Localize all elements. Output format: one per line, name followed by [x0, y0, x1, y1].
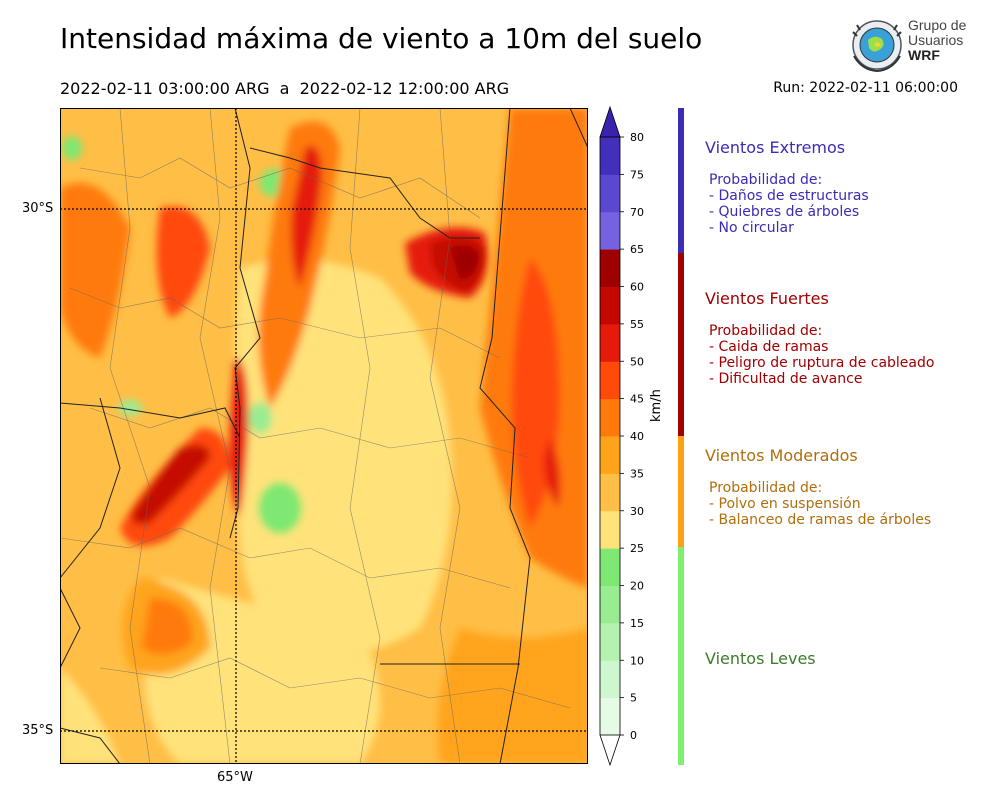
legend-description-line: - Dificultad de avance [709, 371, 863, 387]
legend-category-description: Probabilidad de: - Polvo en suspensión - B… [709, 480, 931, 528]
lat-label-30s: 30°S [22, 201, 54, 216]
colorbar-unit-label: km/h [649, 389, 664, 422]
colorbar-extend-top [599, 105, 621, 138]
globe-icon [852, 20, 902, 73]
colorbar-tick-label: 65 [630, 243, 644, 256]
department-boundaries [60, 108, 571, 764]
page-title: Intensidad máxima de viento a 10m del su… [60, 22, 703, 55]
colorbar-segment [600, 137, 620, 175]
legend-category-description: Probabilidad de: - Caida de ramas - Peligr… [709, 323, 934, 387]
colorbar-segment [600, 398, 620, 437]
colorbar-segment [600, 697, 620, 736]
lat-label-35s: 35°S [22, 723, 54, 738]
legend-description-line: - No circular [709, 220, 794, 236]
colorbar-tick-label: 20 [630, 580, 644, 593]
colorbar-tick-label: 25 [630, 542, 644, 555]
wind-field-contours [60, 108, 588, 764]
forecast-period: 2022-02-11 03:00:00 ARG a 2022-02-12 12:… [60, 79, 510, 98]
colorbar-segment [600, 548, 620, 586]
legend-description-line: - Quiebres de árboles [709, 204, 860, 220]
grupo-usuarios-wrf-logo: Grupo de Usuarios WRF [848, 16, 973, 74]
legend-category-bar [678, 547, 684, 765]
legend-category-bar [678, 108, 684, 253]
colorbar-tick-label: 15 [630, 617, 644, 630]
colorbar-segment [600, 660, 620, 699]
colorbar-segment [600, 211, 620, 250]
legend-category-bar [678, 436, 684, 547]
colorbar-tick-label: 30 [630, 505, 644, 518]
legend-description-line: - Daños de estructuras [709, 188, 869, 204]
colorbar-segment [600, 622, 620, 661]
legend-description-line: Probabilidad de: [709, 323, 823, 339]
colorbar-segment [600, 361, 620, 400]
colorbar-tick-label: 0 [630, 729, 637, 742]
logo-text: Grupo de Usuarios WRF [908, 17, 967, 63]
colorbar-tick-label: 55 [630, 318, 644, 331]
legend-description-line: Probabilidad de: [709, 480, 823, 496]
colorbar-tick-label: 75 [630, 168, 644, 181]
colorbar-segment [600, 585, 620, 624]
colorbar-tick-label: 50 [630, 355, 644, 368]
colorbar-tick-label: 80 [630, 131, 644, 144]
legend-category-title: Vientos Fuertes [705, 289, 829, 308]
colorbar-segment [600, 286, 620, 325]
colorbar-tick-label: 35 [630, 467, 644, 480]
colorbar-segment [600, 473, 620, 512]
colorbar-segment [600, 510, 620, 549]
colorbar-tick-label: 60 [630, 281, 644, 294]
colorbar-tick-label: 10 [630, 654, 644, 667]
graticule [60, 108, 588, 764]
legend-category-bar [678, 253, 684, 436]
legend-description-line: - Polvo en suspensión [709, 496, 861, 512]
colorbar-tick-label: 45 [630, 393, 644, 406]
run-timestamp: Run: 2022-02-11 06:00:00 [773, 80, 958, 96]
colorbar-segment [600, 436, 620, 474]
map-frame [60, 108, 588, 764]
legend-description-line: - Peligro de ruptura de cableado [709, 355, 935, 371]
legend-category-description: Probabilidad de: - Daños de estructuras - … [709, 172, 869, 236]
colorbar-segment [600, 249, 620, 287]
colorbar-extend-bottom [599, 734, 621, 767]
lon-label-65w: 65°W [217, 770, 253, 785]
colorbar-tick-label: 70 [630, 206, 644, 219]
colorbar: 0 5 10 15 20 25 30 35 40 45 50 55 60 65 70 75 80 [599, 105, 644, 767]
legend-description-line: Probabilidad de: [709, 172, 823, 188]
legend-description-line: - Caida de ramas [709, 339, 829, 355]
legend-category-title: Vientos Extremos [705, 138, 846, 157]
legend-description-line: - Balanceo de ramas de árboles [709, 512, 932, 528]
colorbar-segment [600, 174, 620, 213]
wind-intensity-map [60, 108, 588, 764]
colorbar-tick-label: 5 [630, 692, 637, 705]
colorbar-tick-label: 40 [630, 430, 644, 443]
legend-category-title: Vientos Leves [705, 649, 816, 668]
province-boundaries [60, 108, 588, 764]
legend-category-title: Vientos Moderados [705, 446, 858, 465]
colorbar-segment [600, 323, 620, 362]
